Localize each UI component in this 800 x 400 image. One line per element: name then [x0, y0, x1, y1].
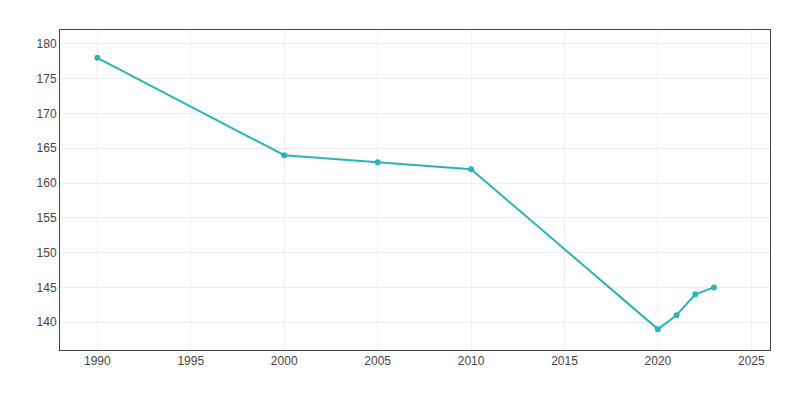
svg-text:2005: 2005 — [364, 354, 391, 368]
svg-text:165: 165 — [37, 141, 57, 155]
svg-text:155: 155 — [37, 211, 57, 225]
svg-text:1995: 1995 — [177, 354, 204, 368]
svg-text:2025: 2025 — [738, 354, 765, 368]
svg-text:2000: 2000 — [271, 354, 298, 368]
svg-text:145: 145 — [37, 281, 57, 295]
svg-text:2020: 2020 — [645, 354, 672, 368]
svg-text:180: 180 — [37, 37, 57, 51]
svg-text:2015: 2015 — [551, 354, 578, 368]
svg-text:175: 175 — [37, 72, 57, 86]
svg-text:170: 170 — [37, 107, 57, 121]
svg-text:140: 140 — [37, 315, 57, 329]
svg-text:150: 150 — [37, 246, 57, 260]
svg-text:160: 160 — [37, 176, 57, 190]
svg-text:2010: 2010 — [458, 354, 485, 368]
svg-text:1990: 1990 — [84, 354, 111, 368]
